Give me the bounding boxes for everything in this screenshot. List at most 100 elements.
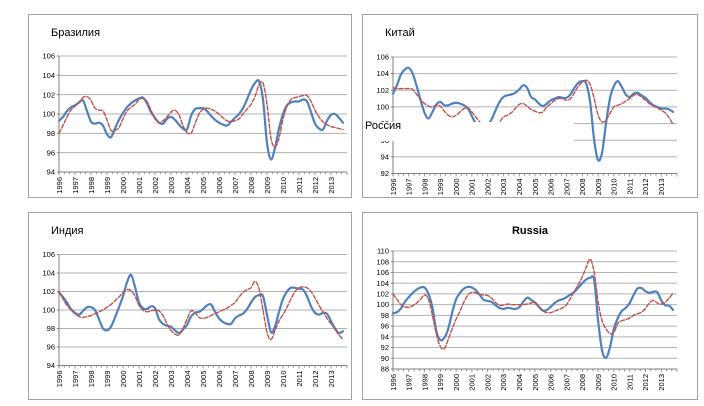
- x-tick-label: 2009: [594, 374, 603, 391]
- x-tick-label: 2009: [263, 371, 272, 388]
- y-tick-label: 88: [381, 365, 389, 374]
- x-tick-label: 2007: [562, 374, 571, 391]
- x-tick-label: 2008: [247, 371, 256, 388]
- stray-label-rossiya: Россия: [365, 120, 402, 132]
- series-line-red-dashed: [58, 280, 344, 341]
- x-tick-label: 2002: [483, 374, 492, 391]
- x-tick-label: 2006: [215, 177, 224, 194]
- x-tick-label: 1996: [389, 179, 398, 196]
- series-line-red-dashed: [392, 79, 674, 127]
- x-tick-label: 2006: [547, 374, 556, 391]
- series-line-blue-solid: [57, 273, 345, 335]
- x-tick-label: 2001: [135, 177, 144, 194]
- y-tick-label: 90: [381, 354, 389, 363]
- x-tick-label: 1999: [436, 179, 445, 196]
- y-tick-label: 106: [42, 52, 55, 61]
- y-tick-label: 92: [381, 169, 389, 178]
- x-tick-label: 1997: [405, 374, 414, 391]
- series-line-blue-solid: [391, 275, 675, 359]
- x-tick-label: 2012: [641, 179, 650, 196]
- y-tick-label: 102: [42, 90, 55, 99]
- x-tick-label: 1996: [55, 371, 64, 388]
- x-tick-label: 2013: [657, 179, 666, 196]
- x-tick-label: 2002: [151, 177, 160, 194]
- x-tick-label: 1998: [420, 374, 429, 391]
- x-tick-label: 2013: [657, 374, 666, 391]
- x-tick-label: 1997: [71, 177, 80, 194]
- x-tick-label: 2009: [263, 177, 272, 194]
- y-tick-label: 104: [376, 69, 389, 78]
- x-tick-label: 2000: [119, 177, 128, 194]
- x-tick-label: 1998: [420, 179, 429, 196]
- x-tick-label: 1997: [71, 371, 80, 388]
- x-tick-label: 2010: [610, 179, 619, 196]
- x-tick-label: 2003: [167, 371, 176, 388]
- x-tick-label: 1996: [55, 177, 64, 194]
- x-tick-label: 2004: [183, 371, 192, 388]
- x-tick-label: 2001: [135, 371, 144, 388]
- x-tick-label: 1997: [405, 179, 414, 196]
- line-chart-brazil: 94 96 98 100 102 104 106 1996 1997 1998 1999 2000 20…: [42, 52, 348, 194]
- x-tick-label: 2005: [531, 179, 540, 196]
- x-tick-label: 2007: [231, 177, 240, 194]
- x-tick-label: 2000: [452, 179, 461, 196]
- chart-title-russia: Russia: [511, 225, 549, 237]
- y-tick-label: 102: [42, 287, 55, 296]
- y-tick-label: 100: [42, 306, 55, 315]
- y-tick-label: 96: [47, 148, 55, 157]
- y-tick-label: 110: [377, 247, 389, 256]
- x-tick-label: 2004: [515, 179, 524, 196]
- y-tick-label: 108: [376, 257, 389, 266]
- x-tick-label: 2011: [295, 177, 304, 193]
- y-tick-label: 96: [381, 322, 389, 331]
- x-tick-label: 2010: [279, 177, 288, 194]
- x-tick-label: 2003: [499, 374, 508, 391]
- chart-panel-brazil: Бразилия 94 96 98 100 102 104 106 1996 1997 1998 1…: [28, 14, 352, 198]
- x-tick-label: 2001: [468, 374, 477, 391]
- series-line-blue-solid: [57, 78, 345, 161]
- line-chart-china: 9294969810010210410619961997199819992000…: [376, 53, 678, 196]
- x-tick-label: 2007: [562, 179, 571, 196]
- x-tick-label: 2006: [547, 179, 556, 196]
- series-line-blue-solid: [391, 66, 675, 162]
- y-tick-label: 106: [42, 250, 55, 259]
- y-tick-label: 94: [47, 361, 55, 370]
- chart-panel-india: Индия 94 96 98 100 102 104 106 1996 1997 1998 1999…: [28, 212, 352, 400]
- y-tick-label: 100: [42, 110, 55, 119]
- x-tick-label: 2006: [215, 371, 224, 388]
- x-tick-label: 2008: [578, 179, 587, 196]
- x-tick-label: 2001: [468, 179, 477, 196]
- y-tick-label: 104: [42, 269, 55, 278]
- x-tick-label: 1998: [87, 371, 96, 388]
- x-tick-label: 2004: [183, 177, 192, 194]
- y-tick-label: 96: [47, 343, 55, 352]
- x-tick-label: 2013: [327, 177, 336, 194]
- x-tick-label: 1996: [389, 374, 398, 391]
- x-tick-label: 2012: [641, 374, 650, 391]
- x-tick-label: 1999: [103, 177, 112, 194]
- y-tick-label: 98: [47, 129, 55, 138]
- x-tick-label: 2003: [167, 177, 176, 194]
- x-tick-label: 2004: [515, 374, 524, 391]
- x-tick-label: 2009: [594, 179, 603, 196]
- chart-title-india: Индия: [51, 225, 84, 237]
- x-tick-label: 1999: [103, 371, 112, 388]
- x-tick-label: 2002: [151, 371, 160, 388]
- x-tick-label: 2000: [119, 371, 128, 388]
- y-tick-label: 98: [47, 324, 55, 333]
- y-tick-label: 94: [381, 332, 389, 341]
- x-tick-label: 2012: [311, 177, 320, 194]
- y-tick-label: 94: [47, 168, 55, 177]
- x-tick-label: 2010: [610, 374, 619, 391]
- y-tick-label: 94: [381, 152, 389, 161]
- stray-label-box: Россия: [363, 120, 574, 141]
- x-tick-label: 2011: [625, 179, 634, 195]
- y-tick-label: 106: [376, 53, 389, 62]
- x-tick-label: 2010: [279, 371, 288, 388]
- y-tick-label: 92: [381, 343, 389, 352]
- x-tick-label: 2008: [578, 374, 587, 391]
- series-line-red-dashed: [392, 258, 674, 350]
- y-tick-label: 102: [376, 290, 389, 299]
